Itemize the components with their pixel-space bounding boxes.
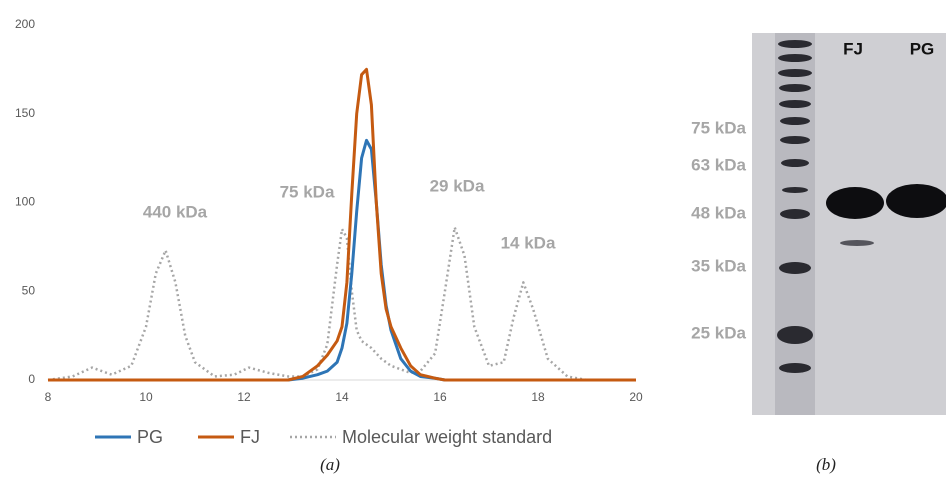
legend-label: PG xyxy=(137,427,163,447)
caption: (b) xyxy=(816,455,836,474)
x-tick-label: 14 xyxy=(335,390,349,404)
marker-label: 63 kDa xyxy=(691,155,746,174)
legend-label: FJ xyxy=(240,427,260,447)
lane-label: PG xyxy=(910,39,935,58)
marker-label: 35 kDa xyxy=(691,256,746,275)
annotation: 440 kDa xyxy=(143,202,208,221)
data-line xyxy=(47,226,636,382)
y-tick-label: 100 xyxy=(15,195,35,209)
x-tick-label: 20 xyxy=(629,390,643,404)
gel-image: FJ PG xyxy=(752,33,946,415)
x-tick-label: 10 xyxy=(139,390,153,404)
y-tick-label: 0 xyxy=(28,372,35,386)
ladder-bands xyxy=(777,40,813,373)
x-tick-label: 18 xyxy=(531,390,545,404)
fj-minor-band xyxy=(840,240,874,246)
caption: (a) xyxy=(320,455,340,474)
marker-label: 75 kDa xyxy=(691,118,746,137)
fj-band xyxy=(826,187,884,219)
x-tick-label: 16 xyxy=(433,390,447,404)
data-line xyxy=(48,138,636,382)
y-tick-label: 150 xyxy=(15,106,35,120)
annotation: 75 kDa xyxy=(280,182,335,201)
ladder-lane xyxy=(775,33,815,415)
annotation: 14 kDa xyxy=(501,233,556,252)
marker-label: 25 kDa xyxy=(691,323,746,342)
y-tick-label: 200 xyxy=(15,17,35,31)
y-tick-label: 50 xyxy=(22,283,36,297)
pg-band xyxy=(886,184,946,218)
annotation: 29 kDa xyxy=(430,176,485,195)
lane-label: FJ xyxy=(843,39,863,58)
legend-label: Molecular weight standard xyxy=(342,427,552,447)
x-tick-label: 8 xyxy=(45,390,52,404)
marker-label: 48 kDa xyxy=(691,203,746,222)
data-line xyxy=(48,67,636,382)
x-tick-label: 12 xyxy=(237,390,251,404)
